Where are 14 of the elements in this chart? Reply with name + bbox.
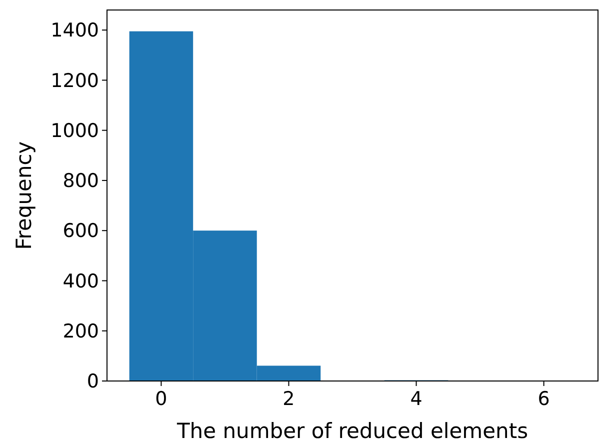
y-tick-label: 800 — [62, 170, 99, 192]
y-tick-label: 1200 — [50, 70, 99, 92]
y-tick-label: 1400 — [50, 20, 99, 42]
y-axis-title: Frequency — [12, 141, 36, 250]
x-tick-label: 4 — [410, 388, 422, 410]
y-tick-label: 1000 — [50, 120, 99, 142]
y-tick-label: 400 — [62, 270, 99, 292]
x-axis-title: The number of reduced elements — [176, 419, 528, 443]
x-tick-label: 6 — [538, 388, 550, 410]
y-tick-label: 600 — [62, 220, 99, 242]
x-tick-label: 2 — [282, 388, 295, 410]
x-tick-label: 0 — [155, 388, 168, 410]
y-tick-label: 0 — [86, 370, 99, 393]
y-tick-label: 200 — [62, 320, 99, 343]
